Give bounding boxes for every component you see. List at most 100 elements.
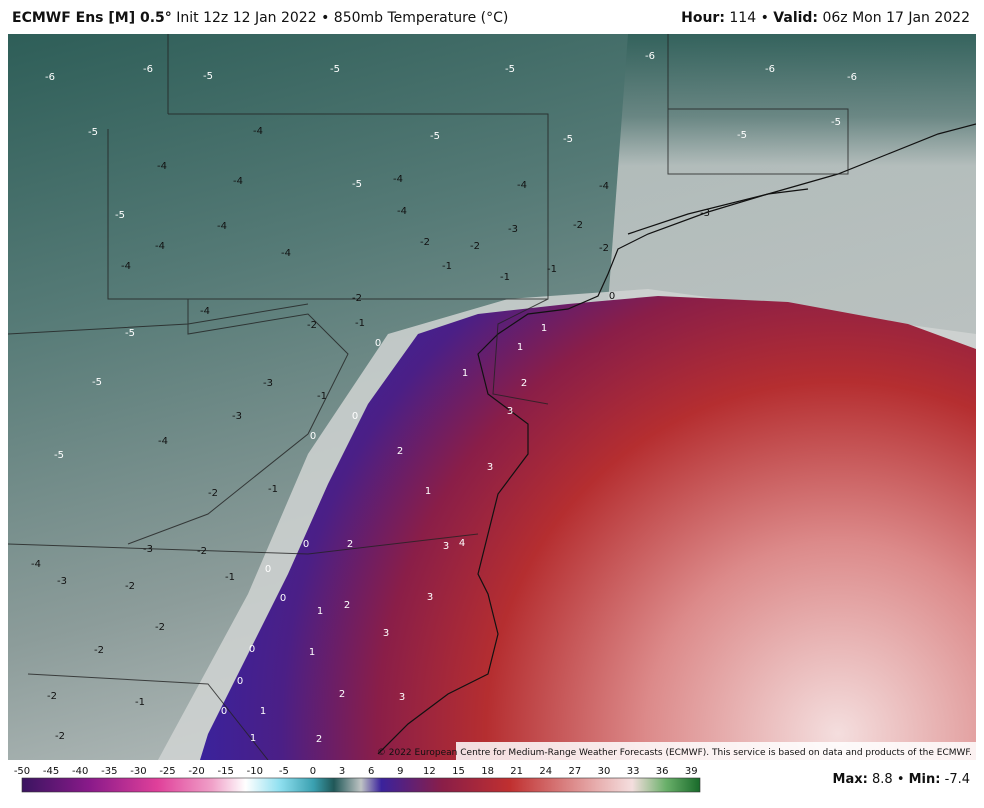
contour-label: 3: [399, 692, 405, 703]
colorbar-tick-label: 24: [539, 766, 552, 777]
contour-label: 4: [459, 538, 465, 549]
contour-label: -3: [57, 576, 67, 587]
contour-label: -4: [599, 181, 609, 192]
contour-label: -1: [268, 484, 278, 495]
contour-label: -1: [355, 318, 365, 329]
colorbar-tick-label: -25: [159, 766, 175, 777]
contour-label: 2: [347, 539, 353, 550]
contour-label: -5: [737, 130, 747, 141]
colorbar-tick-label: -35: [101, 766, 117, 777]
contour-label: 1: [250, 733, 256, 744]
contour-label: -4: [157, 161, 167, 172]
contour-label: -1: [442, 261, 452, 272]
contour-label: 1: [309, 647, 315, 658]
contour-label: 1: [541, 323, 547, 334]
contour-label: 2: [339, 689, 345, 700]
contour-label: -2: [94, 645, 104, 656]
contour-label: -4: [31, 559, 41, 570]
contour-label: -4: [253, 126, 263, 137]
contour-label: 0: [221, 706, 227, 717]
min: -7.4: [944, 772, 970, 787]
contour-label: -1: [135, 697, 145, 708]
contour-label: -2: [155, 622, 165, 633]
contour-label: -5: [125, 328, 135, 339]
contour-label: -5: [352, 179, 362, 190]
contour-label: -4: [517, 180, 527, 191]
colorbar-tick-label: 18: [481, 766, 494, 777]
contour-label: -2: [420, 237, 430, 248]
colorbar-tick-label: -10: [247, 766, 263, 777]
contour-label: 1: [317, 606, 323, 617]
cold-field-east: [608, 34, 976, 364]
colorbar-tick-label: 30: [598, 766, 611, 777]
contour-label: 2: [521, 378, 527, 389]
contour-label: -3: [232, 411, 242, 422]
contour-label: 2: [344, 600, 350, 611]
contour-label: -3: [143, 544, 153, 555]
contour-label: -4: [281, 248, 291, 259]
separator: •: [321, 10, 330, 26]
colorbar-tick-label: 3: [339, 766, 345, 777]
contour-label: -1: [317, 391, 327, 402]
valid: 06z Mon 17 Jan 2022: [822, 10, 970, 26]
header-right: Hour: 114 • Valid: 06z Mon 17 Jan 2022: [681, 10, 970, 26]
contour-label: -4: [397, 206, 407, 217]
contour-label: -4: [217, 221, 227, 232]
colorbar-tick-label: 39: [685, 766, 698, 777]
contour-label: -4: [233, 176, 243, 187]
contour-label: -5: [88, 127, 98, 138]
contour-label: -6: [645, 51, 655, 62]
contour-label: -4: [393, 174, 403, 185]
max: 8.8: [871, 772, 893, 787]
copyright: © 2022 European Centre for Medium-Range …: [377, 748, 972, 758]
header-left: ECMWF Ens [M] 0.5° Init 12z 12 Jan 2022 …: [12, 10, 508, 26]
contour-label: 0: [249, 644, 255, 655]
contour-label: -2: [197, 546, 207, 557]
colorbar-tick-label: -40: [72, 766, 88, 777]
colorbar-tick-label: -30: [130, 766, 146, 777]
contour-label: -1: [225, 572, 235, 583]
hour-label: Hour:: [681, 10, 725, 26]
contour-label: -2: [208, 488, 218, 499]
contour-label: 0: [303, 539, 309, 550]
contour-label: 2: [316, 734, 322, 745]
contour-label: 0: [310, 431, 316, 442]
contour-label: -4: [200, 306, 210, 317]
contour-label: -2: [47, 691, 57, 702]
colorbar-tick-label: 33: [627, 766, 640, 777]
contour-label: -4: [121, 261, 131, 272]
copyright-box: [456, 742, 976, 760]
contour-label: 0: [609, 291, 615, 302]
separator: •: [896, 772, 905, 787]
contour-label: 3: [383, 628, 389, 639]
colorbar-tick-label: 27: [569, 766, 582, 777]
contour-label: 3: [443, 541, 449, 552]
contour-label: -2: [599, 243, 609, 254]
colorbar-tick-label: -45: [43, 766, 59, 777]
contour-label: -5: [92, 377, 102, 388]
contour-label: -3: [700, 208, 710, 219]
contour-label: 1: [517, 342, 523, 353]
colorbar-tick-label: 36: [656, 766, 669, 777]
model: ECMWF Ens [M] 0.5°: [12, 10, 172, 26]
colorbar-tick-label: 21: [510, 766, 523, 777]
contour-label: 3: [487, 462, 493, 473]
contour-label: 0: [280, 593, 286, 604]
colorbar-ticks: -50 -45 -40 -35 -30 -25 -20 -15 -10 -5 0 3 6 9 12 15 18 2…: [14, 766, 698, 777]
coastline: [377, 123, 976, 755]
contour-label: -2: [352, 293, 362, 304]
contour-label: -6: [45, 72, 55, 83]
contour-label: 3: [507, 406, 513, 417]
state-borders: [8, 34, 849, 760]
init: Init 12z 12 Jan 2022: [176, 10, 317, 26]
contour-label: -6: [847, 72, 857, 83]
contour-label: -6: [143, 64, 153, 75]
contour-label: -5: [831, 117, 841, 128]
colorbar-tick-label: -5: [279, 766, 289, 777]
contour-label: 3: [427, 592, 433, 603]
contour-label: 0: [375, 338, 381, 349]
colorbar-tick-label: 9: [397, 766, 403, 777]
colorbar-tick-label: 12: [423, 766, 436, 777]
contour-label: 1: [260, 706, 266, 717]
